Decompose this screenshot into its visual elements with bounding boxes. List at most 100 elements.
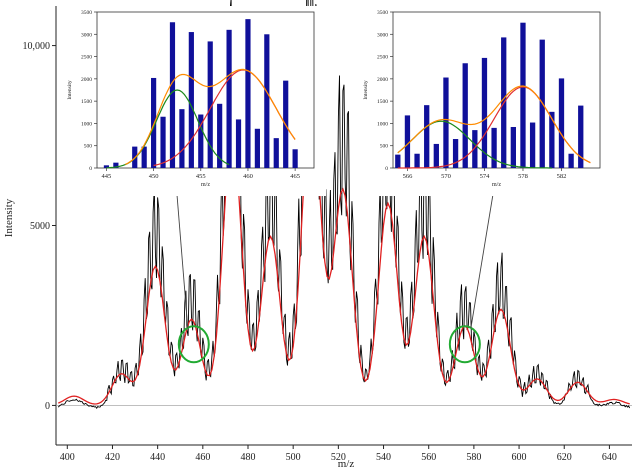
raw-spectrum-line xyxy=(57,0,631,409)
main-x-tick-label: 500 xyxy=(286,452,301,463)
inset-x-tick-label: 574 xyxy=(480,173,491,180)
main-x-tick-label: 580 xyxy=(466,452,481,463)
main-x-tick-label: 620 xyxy=(557,452,572,463)
inset-bar xyxy=(443,77,449,168)
inset-y-tick-label: 2000 xyxy=(81,77,92,83)
inset-y-axis-label: Intensity xyxy=(67,80,73,99)
main-y-axis-label: Intensity xyxy=(3,198,15,237)
highlight-circle-left xyxy=(177,325,210,364)
inset-sum-fit-curve xyxy=(397,85,591,164)
inset-bar xyxy=(472,130,478,168)
inset-bar xyxy=(549,111,555,168)
main-x-tick-label: 440 xyxy=(150,452,165,463)
inset-bar xyxy=(103,165,110,168)
inset-y-tick-label: 2000 xyxy=(377,77,388,83)
inset-bar xyxy=(217,103,223,168)
inset-bar xyxy=(292,149,298,168)
main-y-tick-label: 0 xyxy=(45,401,50,412)
inset-sum-fit-curve xyxy=(125,68,296,165)
inset-bar xyxy=(264,34,270,169)
inset-x-tick-label: 582 xyxy=(557,173,567,180)
inset-y-tick-label: 1500 xyxy=(81,99,92,105)
inset-x-axis-label: m/z xyxy=(201,182,210,188)
inset-bar xyxy=(395,154,401,168)
inset-bar xyxy=(273,138,279,168)
inset-bar xyxy=(529,122,536,168)
inset-bar xyxy=(113,162,119,168)
main-x-tick-label: 420 xyxy=(105,452,120,463)
inset-y-tick-label: 3500 xyxy=(81,10,92,16)
inset-bar xyxy=(169,22,176,168)
inset-right: 0 500 1000 1500 2000 2500 3000 3500 566 570 574 578… xyxy=(359,6,612,196)
inset-bar xyxy=(414,153,420,168)
inset-bar xyxy=(462,63,468,168)
main-x-tick-label: 520 xyxy=(331,452,346,463)
inset-x-tick-label: 460 xyxy=(243,173,253,180)
main-x-tick-label: 400 xyxy=(60,452,75,463)
inset-y-axis-label: Intensity xyxy=(363,80,369,99)
inset-bar xyxy=(433,143,439,168)
highlight-circle-right xyxy=(448,325,481,364)
inset-bar xyxy=(188,32,194,168)
inset-bar xyxy=(160,116,166,168)
inset-bar xyxy=(568,153,574,168)
inset-y-tick-label: 2500 xyxy=(81,55,92,61)
inset-bar xyxy=(424,105,430,168)
inset-y-tick-label: 500 xyxy=(84,144,93,150)
inset-bar xyxy=(578,105,584,168)
inset-x-tick-label: 455 xyxy=(196,173,206,180)
inset-bar xyxy=(198,114,204,168)
main-y-tick-label: 5000 xyxy=(30,221,50,232)
inset-y-tick-label: 3000 xyxy=(377,32,388,38)
connector-line-left xyxy=(174,169,189,329)
main-x-tick-label: 460 xyxy=(195,452,210,463)
inset-y-tick-label: 500 xyxy=(380,144,389,150)
main-axes: 400 420 440 460 480 500 520 540 560 580 600 620 640 0… xyxy=(23,6,632,463)
main-x-tick-label: 560 xyxy=(421,452,436,463)
main-x-tick-label: 540 xyxy=(376,452,391,463)
inset-x-tick-label: 566 xyxy=(403,173,414,180)
inset-bar xyxy=(245,19,251,169)
inset-y-tick-label: 2500 xyxy=(377,55,388,61)
inset-bar xyxy=(510,126,516,168)
inset-y-tick-label: 1000 xyxy=(81,121,92,127)
inset-y-tick-label: 1500 xyxy=(377,99,388,105)
connector-line-right xyxy=(470,169,498,329)
inset-y-tick-label: 3000 xyxy=(81,32,92,38)
inset-x-tick-label: 465 xyxy=(290,173,300,180)
inset-x-tick-label: 450 xyxy=(149,173,159,180)
main-x-axis-label: m/z xyxy=(338,458,355,470)
inset-bar xyxy=(207,41,213,168)
inset-bar xyxy=(235,119,242,168)
inset-bar xyxy=(254,128,260,168)
inset-bar xyxy=(558,78,565,168)
inset-y-tick-label: 0 xyxy=(89,166,92,172)
main-x-tick-label: 480 xyxy=(241,452,256,463)
inset-bar xyxy=(151,77,157,168)
main-x-tick-label: 600 xyxy=(512,452,527,463)
inset-x-tick-label: 445 xyxy=(102,173,112,180)
smoothed-spectrum-line xyxy=(58,100,630,405)
inset-frame xyxy=(96,11,315,169)
inset-bar xyxy=(481,57,488,169)
main-x-tick-label: 640 xyxy=(602,452,617,463)
inset-x-axis-label: m/z xyxy=(492,182,501,188)
inset-bar xyxy=(404,115,411,168)
inset-connectors xyxy=(174,169,498,329)
inset-bar xyxy=(452,139,459,168)
inset-bar xyxy=(141,146,147,168)
main-y-tick-label: 10,000 xyxy=(23,41,51,52)
inset-x-tick-label: 570 xyxy=(441,173,451,180)
main-traces xyxy=(57,0,631,409)
inset-x-tick-label: 578 xyxy=(518,173,528,180)
inset-left: 0 500 1000 1500 2000 2500 3000 3500 445 450 455 460… xyxy=(63,6,326,196)
inset-bar xyxy=(179,109,185,168)
inset-bar xyxy=(520,22,526,168)
inset-y-tick-label: 1000 xyxy=(377,121,388,127)
inset-y-tick-label: 3500 xyxy=(377,10,388,16)
inset-y-tick-label: 0 xyxy=(385,166,388,172)
inset-bar xyxy=(226,29,232,169)
inset-bar xyxy=(491,127,497,168)
